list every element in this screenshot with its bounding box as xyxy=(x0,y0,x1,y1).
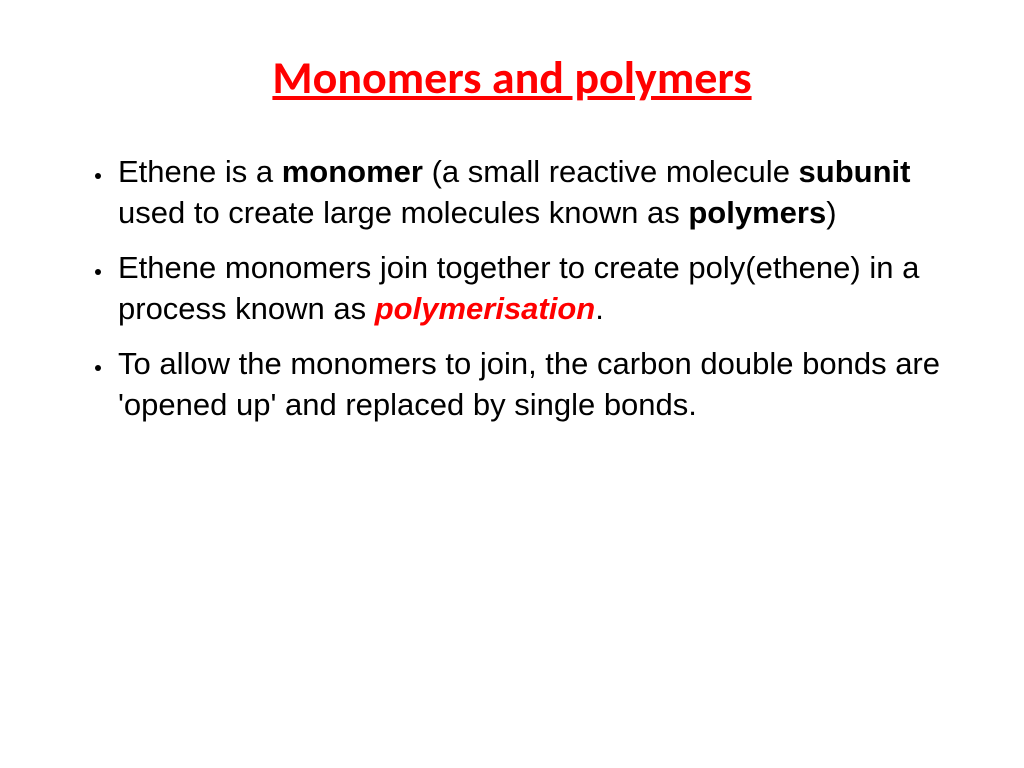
body-text: To allow the monomers to join, the carbo… xyxy=(118,346,940,422)
slide-title: Monomers and polymers xyxy=(70,50,954,106)
body-text: (a small reactive molecule xyxy=(423,154,799,189)
bold-text: polymers xyxy=(688,195,826,230)
bullet-item: Ethene monomers join together to create … xyxy=(114,248,954,330)
body-text: ) xyxy=(826,195,836,230)
bold-text: subunit xyxy=(799,154,911,189)
body-text: Ethene is a xyxy=(118,154,282,189)
bullet-item: Ethene is a monomer (a small reactive mo… xyxy=(114,152,954,234)
slide: Monomers and polymers Ethene is a monome… xyxy=(0,0,1024,768)
bullet-item: To allow the monomers to join, the carbo… xyxy=(114,344,954,426)
highlight-text: polymerisation xyxy=(375,291,596,326)
body-text: used to create large molecules known as xyxy=(118,195,688,230)
bullet-list: Ethene is a monomer (a small reactive mo… xyxy=(70,152,954,425)
body-text: . xyxy=(595,291,604,326)
bold-text: monomer xyxy=(282,154,423,189)
